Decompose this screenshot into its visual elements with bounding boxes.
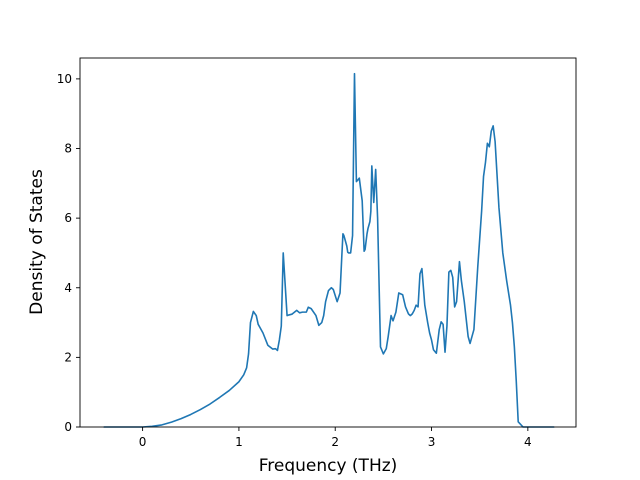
x-axis-label: Frequency (THz) bbox=[259, 456, 398, 476]
y-tick-label: 10 bbox=[57, 72, 72, 86]
x-tick-label: 0 bbox=[139, 435, 147, 449]
y-tick-label: 2 bbox=[64, 350, 72, 364]
x-axis-ticks: 0 1 2 3 4 bbox=[139, 427, 532, 449]
x-tick-label: 4 bbox=[524, 435, 532, 449]
y-tick-label: 6 bbox=[64, 211, 72, 225]
y-tick-label: 4 bbox=[64, 281, 72, 295]
x-tick-label: 2 bbox=[331, 435, 339, 449]
y-tick-label: 0 bbox=[64, 420, 72, 434]
y-tick-label: 8 bbox=[64, 142, 72, 156]
series-line bbox=[103, 72, 555, 428]
axes-frame bbox=[79, 57, 577, 428]
y-axis-label: Density of States bbox=[27, 169, 47, 315]
x-tick-label: 3 bbox=[428, 435, 436, 449]
x-tick-label: 1 bbox=[235, 435, 243, 449]
plot-area bbox=[103, 72, 555, 428]
y-axis-ticks: 0 2 4 6 8 10 bbox=[57, 72, 80, 434]
